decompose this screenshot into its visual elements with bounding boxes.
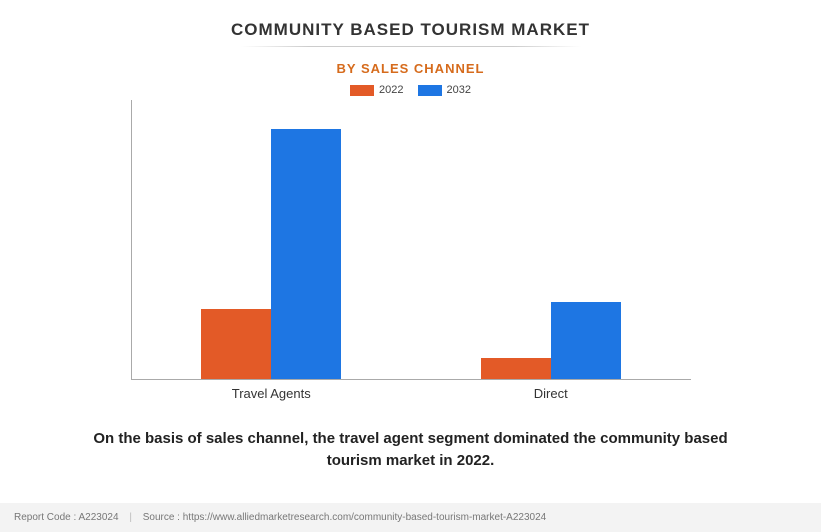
legend-swatch-2022 (350, 85, 374, 96)
footer: Report Code : A223024 | Source : https:/… (0, 503, 821, 532)
source-value: https://www.alliedmarketresearch.com/com… (183, 512, 546, 523)
category-group-direct (411, 100, 691, 379)
title-underline (241, 46, 581, 47)
chart-container: Travel Agents Direct (131, 100, 691, 380)
bar-direct-2032 (551, 302, 621, 379)
legend-label-2032: 2032 (447, 84, 471, 96)
caption: On the basis of sales channel, the trave… (30, 428, 791, 472)
x-label-direct: Direct (411, 386, 691, 401)
legend-item-2032: 2032 (418, 84, 471, 96)
chart-subtitle: BY SALES CHANNEL (30, 61, 791, 76)
legend-label-2022: 2022 (379, 84, 403, 96)
source-label: Source : (143, 512, 180, 523)
x-axis-labels: Travel Agents Direct (132, 386, 691, 401)
report-code-value: A223024 (79, 512, 119, 523)
legend: 2022 2032 (30, 84, 791, 96)
category-group-travel-agents (132, 100, 412, 379)
report-code-label: Report Code : (14, 512, 76, 523)
footer-separator: | (129, 512, 132, 523)
bar-travel-agents-2022 (201, 309, 271, 379)
legend-item-2022: 2022 (350, 84, 403, 96)
bar-travel-agents-2032 (271, 129, 341, 379)
plot-area (132, 100, 691, 379)
legend-swatch-2032 (418, 85, 442, 96)
x-label-travel-agents: Travel Agents (132, 386, 412, 401)
bar-direct-2022 (481, 358, 551, 379)
chart-title: COMMUNITY BASED TOURISM MARKET (30, 20, 791, 40)
